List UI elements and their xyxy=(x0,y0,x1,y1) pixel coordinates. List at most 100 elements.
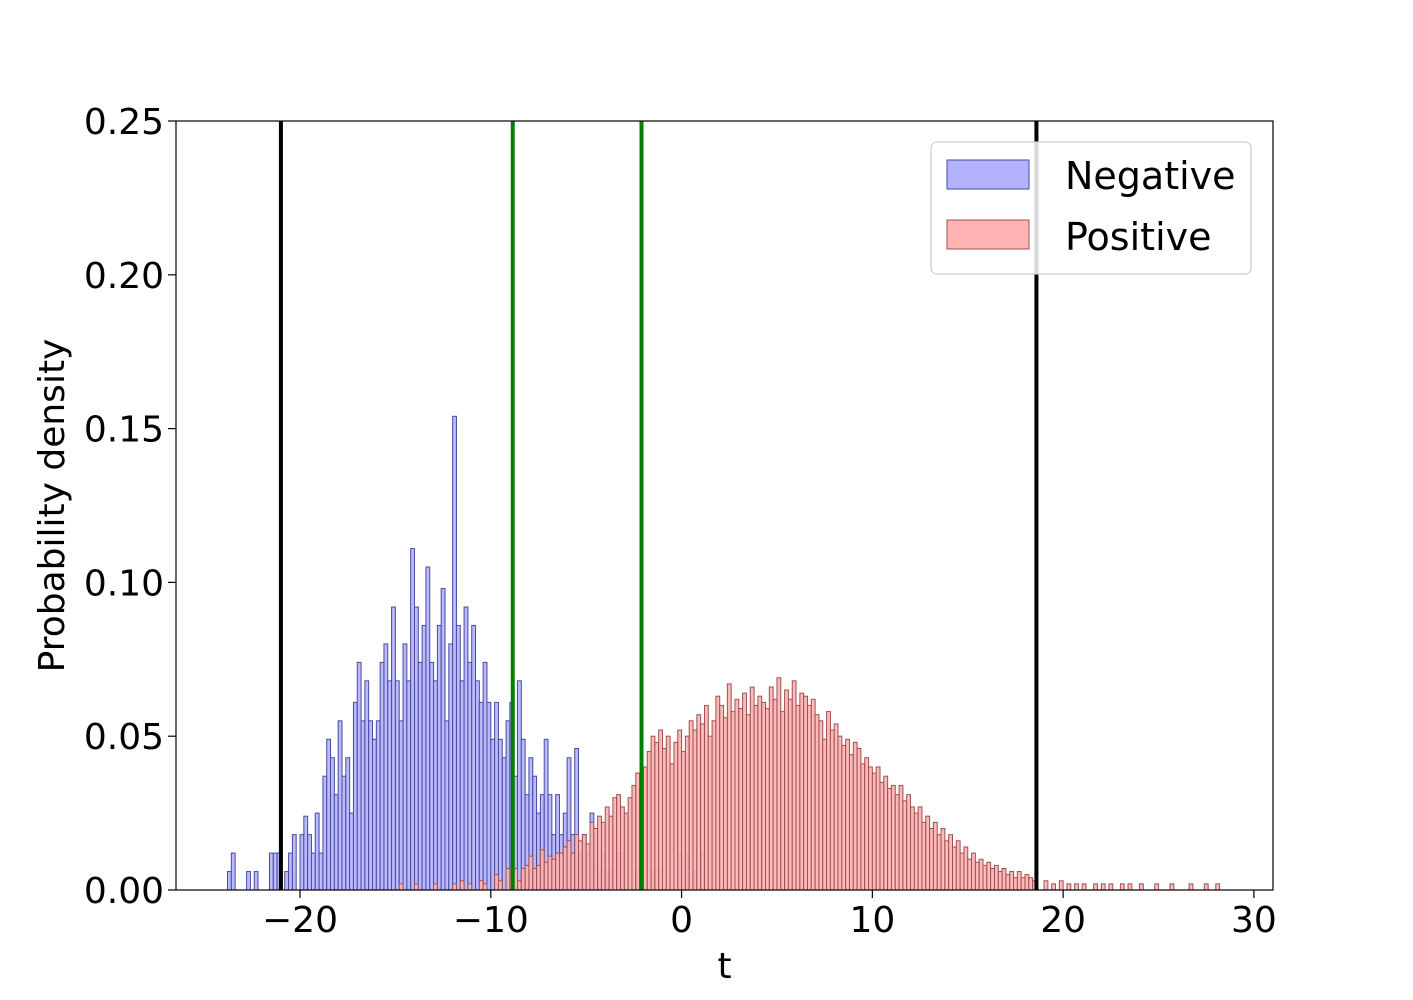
positive-bar xyxy=(806,704,812,891)
negative-bar xyxy=(459,680,465,891)
negative-bar xyxy=(303,815,309,891)
positive-bar xyxy=(1043,880,1049,891)
negative-bar xyxy=(436,624,442,891)
positive-bar xyxy=(749,686,755,891)
positive-bar xyxy=(684,735,690,891)
positive-bar xyxy=(982,864,988,891)
positive-bar xyxy=(742,692,747,891)
negative-bar xyxy=(372,738,377,891)
positive-bar xyxy=(700,723,705,891)
negative-bar xyxy=(356,661,362,891)
x-tick-label: 0 xyxy=(670,900,693,941)
x-axis: −20 −10 0 10 20 30 xyxy=(262,890,1277,941)
positive-bar xyxy=(1100,883,1106,891)
positive-bar xyxy=(696,714,702,891)
positive-bar xyxy=(856,748,862,891)
positive-bar xyxy=(593,827,599,891)
positive-bar xyxy=(467,883,473,891)
positive-bar xyxy=(520,867,526,891)
y-tick-label: 0.00 xyxy=(84,871,164,912)
positive-bar xyxy=(791,680,797,891)
positive-bar xyxy=(681,751,686,891)
positive-bar xyxy=(719,704,725,891)
negative-bar xyxy=(444,720,450,891)
positive-bar xyxy=(707,735,713,891)
negative-bar xyxy=(406,680,412,891)
positive-bar xyxy=(723,717,728,891)
positive-bar xyxy=(768,686,774,891)
negative-bar xyxy=(463,606,469,891)
positive-bar xyxy=(616,794,622,891)
negative-bar xyxy=(352,701,358,891)
positive-bar xyxy=(818,720,824,891)
positive-bar xyxy=(665,735,671,891)
negative-bar xyxy=(299,834,305,891)
positive-bar xyxy=(669,763,675,891)
negative-bar xyxy=(501,757,507,891)
positive-bar xyxy=(505,867,511,891)
negative-bar xyxy=(227,871,232,891)
positive-bar xyxy=(1074,883,1079,891)
positive-bar xyxy=(433,883,438,891)
negative-bar xyxy=(478,701,484,891)
positive-bar xyxy=(539,849,545,891)
positive-bar xyxy=(604,806,610,891)
positive-bar xyxy=(558,852,564,891)
positive-bar xyxy=(517,880,522,891)
positive-bar xyxy=(890,784,896,891)
legend: Negative Positive xyxy=(930,141,1252,275)
positive-bar xyxy=(1093,883,1098,891)
negative-bar xyxy=(421,624,427,891)
positive-bar xyxy=(398,883,404,891)
positive-bar xyxy=(547,855,553,891)
positive-bar xyxy=(826,711,831,891)
positive-bar xyxy=(814,714,820,891)
y-tick-label: 0.15 xyxy=(84,410,164,451)
positive-bar xyxy=(1009,871,1015,891)
positive-bar xyxy=(925,815,931,891)
positive-bar xyxy=(1203,883,1209,891)
positive-bar xyxy=(784,689,789,891)
y-tick-label: 0.25 xyxy=(84,102,164,143)
positive-bar xyxy=(551,858,557,891)
positive-bar xyxy=(1013,877,1018,891)
negative-bar xyxy=(398,720,404,891)
negative-bar xyxy=(337,720,343,891)
positive-bar xyxy=(780,711,786,891)
negative-bar xyxy=(471,624,477,891)
negative-bar xyxy=(284,871,290,891)
positive-bar xyxy=(955,840,961,891)
y-axis: 0.00 0.05 0.10 0.15 0.20 0.25 xyxy=(84,102,176,912)
positive-bar xyxy=(929,827,934,891)
x-tick-label: 20 xyxy=(1040,900,1086,941)
positive-bar xyxy=(677,729,683,891)
positive-bar xyxy=(951,846,957,891)
positive-bar xyxy=(1016,871,1022,891)
negative-bar xyxy=(375,720,381,891)
positive-bar xyxy=(635,772,641,891)
negative-bar xyxy=(349,812,354,891)
positive-bar xyxy=(993,864,999,891)
negative-bar xyxy=(246,871,251,891)
negative-bar xyxy=(417,661,423,891)
positive-bar xyxy=(776,677,782,891)
positive-bar xyxy=(997,871,1003,891)
positive-bar xyxy=(829,729,835,891)
positive-bar xyxy=(803,695,808,891)
positive-bar xyxy=(986,861,992,891)
positive-bar xyxy=(910,806,915,891)
positive-bar xyxy=(711,720,717,891)
positive-bar xyxy=(673,741,679,891)
positive-bar xyxy=(868,766,873,891)
negative-bar xyxy=(482,661,488,891)
positive-bar xyxy=(906,794,912,891)
positive-bar xyxy=(589,821,595,891)
y-tick-label: 0.05 xyxy=(84,717,164,758)
negative-bar xyxy=(490,738,496,891)
positive-bar xyxy=(620,806,625,891)
positive-bar xyxy=(894,794,900,891)
negative-bar xyxy=(505,720,511,891)
negative-bar xyxy=(310,852,316,891)
positive-bar xyxy=(837,735,843,891)
